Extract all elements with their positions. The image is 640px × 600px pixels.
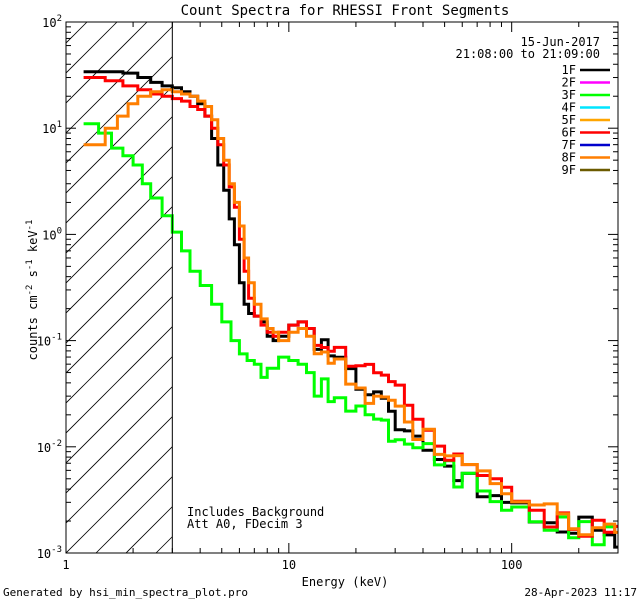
y-tick-label: 10-2 [37, 439, 62, 455]
hatch-line [66, 22, 238, 194]
legend-label-8F: 8F [562, 151, 576, 165]
hatch-line [66, 22, 208, 164]
y-axis-label-part: s [26, 270, 40, 284]
x-tick-label: 1 [62, 558, 69, 572]
hatch-line [66, 22, 178, 134]
legend-label-6F: 6F [562, 126, 576, 140]
legend-label-4F: 4F [562, 101, 576, 115]
chart-title: Count Spectra for RHESSI Front Segments [181, 3, 510, 19]
series-3F [83, 122, 618, 547]
background-note: Includes Background [187, 505, 324, 519]
y-tick-label: 102 [42, 14, 62, 30]
time-range-header: 21:08:00 to 21:09:00 [456, 47, 601, 61]
y-tick-label: 10-3 [37, 545, 62, 561]
x-tick-label: 100 [501, 558, 523, 572]
y-axis-label-exp: -2 [25, 285, 35, 296]
y-tick-label: 100 [42, 226, 62, 242]
legend-label-3F: 3F [562, 88, 576, 102]
y-axis-label-exp: -1 [25, 220, 35, 231]
hatch-mask [172, 22, 618, 553]
axes: 1 10 100 10-3 10-2 10-1 100 101 102 [37, 14, 619, 572]
y-axis-label-part: keV [26, 230, 40, 259]
series-8F [83, 88, 618, 537]
legend-label-9F: 9F [562, 163, 576, 177]
y-axis-label-part: counts cm [26, 295, 40, 360]
attenuator-hatch-region [66, 22, 618, 553]
date-header: 15-Jun-2017 [521, 35, 600, 49]
y-tick-label: 10-1 [37, 333, 62, 349]
y-axis-label: counts cm-2 s-1 keV-1 [25, 220, 40, 361]
legend-label-5F: 5F [562, 113, 576, 127]
y-axis-label-exp: -1 [25, 259, 35, 270]
series-layer [83, 70, 618, 549]
series-6F [83, 76, 618, 538]
generated-by-footer: Generated by hsi_min_spectra_plot.pro [3, 586, 248, 599]
plot-frame [65, 21, 619, 554]
legend-label-7F: 7F [562, 138, 576, 152]
legend-label-1F: 1F [562, 63, 576, 77]
attenuator-note: Att A0, FDecim 3 [187, 517, 303, 531]
x-tick-label: 10 [282, 558, 296, 572]
legend-label-2F: 2F [562, 76, 576, 90]
y-tick-label: 101 [42, 120, 62, 136]
x-axis-label: Energy (keV) [302, 575, 389, 589]
timestamp-footer: 28-Apr-2023 11:17 [524, 586, 637, 599]
